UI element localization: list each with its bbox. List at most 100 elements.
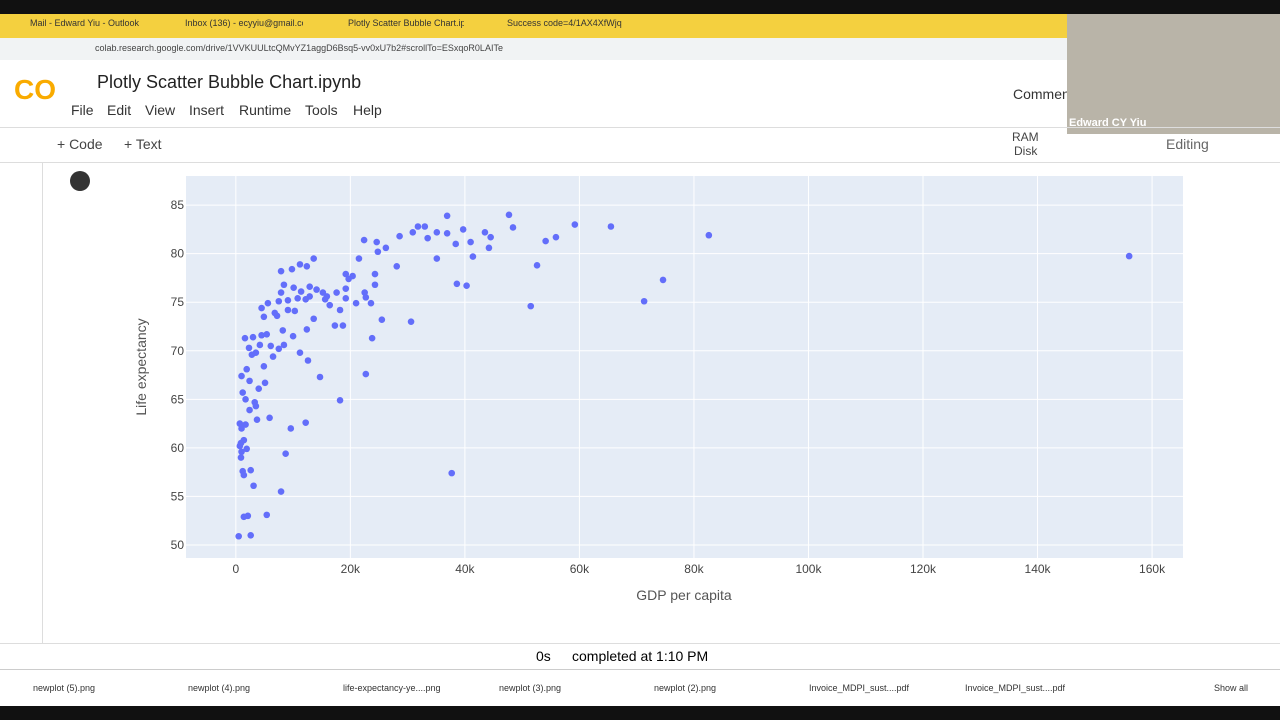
tab[interactable]: Inbox (136) - ecyyiu@gmail.com (185, 18, 303, 28)
point (527, 302, 535, 310)
point (487, 233, 494, 241)
point (552, 233, 560, 241)
point (250, 482, 257, 490)
x-tick-label: 80k (684, 562, 704, 576)
notebook-title[interactable]: Plotly Scatter Bubble Chart.ipynb (97, 72, 362, 92)
point (271, 309, 279, 317)
point (345, 275, 352, 283)
point (253, 416, 261, 424)
point (469, 253, 477, 260)
point (237, 454, 245, 461)
point (277, 289, 285, 296)
editing[interactable]: Editing (1166, 136, 1209, 152)
point (659, 276, 667, 284)
url[interactable]: colab.research.google.com/drive/1VVKUULt… (95, 43, 503, 53)
point (349, 272, 356, 280)
point (302, 419, 309, 426)
status-time: 0s (536, 648, 551, 664)
point (393, 263, 401, 270)
point (316, 373, 324, 381)
y-tick-label: 55 (171, 489, 185, 503)
point (303, 263, 311, 270)
download[interactable]: newplot (5).png (33, 683, 96, 693)
menu-item[interactable]: Runtime (239, 102, 292, 118)
point (240, 436, 248, 444)
point (339, 322, 347, 329)
point (287, 425, 295, 432)
point (459, 226, 467, 233)
point (238, 448, 245, 456)
show-all[interactable]: Show all (1214, 683, 1249, 693)
y-tick-label: 85 (171, 198, 185, 212)
point (382, 244, 390, 252)
point (374, 248, 382, 256)
point (297, 288, 305, 295)
point (378, 316, 386, 324)
point (244, 512, 252, 520)
point (236, 420, 244, 427)
menu-item[interactable]: Insert (189, 102, 225, 118)
point (433, 229, 441, 236)
point (296, 349, 304, 357)
comment-button[interactable]: Comment (1013, 86, 1074, 102)
menu-item[interactable]: Help (353, 102, 382, 118)
tab-bar (0, 0, 1280, 38)
y-tick-label: 70 (171, 344, 185, 358)
menu-item[interactable]: File (71, 102, 94, 118)
ram-label: RAM (1012, 130, 1039, 144)
point (269, 353, 277, 360)
menu-item[interactable]: View (145, 102, 176, 118)
x-tick-label: 120k (910, 562, 937, 576)
point (331, 322, 339, 329)
menu-item[interactable]: Edit (107, 102, 132, 118)
point (433, 255, 441, 262)
point (260, 363, 268, 370)
point (288, 265, 296, 273)
tab[interactable]: Mail - Edward Yiu - Outlook (30, 18, 140, 28)
point (238, 425, 245, 432)
point (448, 469, 456, 477)
add-text[interactable]: + Text (124, 136, 162, 152)
point (407, 318, 415, 325)
point (421, 223, 429, 230)
point (306, 283, 313, 290)
point (362, 294, 370, 301)
point (463, 282, 470, 290)
point (409, 229, 417, 236)
download[interactable]: life-expectancy-ye....png (343, 683, 441, 693)
point (509, 224, 517, 231)
x-tick-label: 20k (341, 562, 361, 576)
point (1125, 252, 1133, 260)
x-axis-label: GDP per capita (636, 587, 732, 603)
point (362, 370, 370, 378)
point (282, 450, 289, 458)
point (396, 232, 403, 240)
point (481, 229, 489, 236)
tab[interactable]: Success code=4/1AX4XfWjqkQ (507, 18, 622, 28)
download[interactable]: Invoice_MDPI_sust....pdf (809, 683, 910, 693)
tab[interactable]: Plotly Scatter Bubble Chart.ipynb (348, 18, 464, 28)
point (237, 439, 245, 447)
download[interactable]: Invoice_MDPI_sust....pdf (965, 683, 1066, 693)
download[interactable]: newplot (2).png (654, 683, 717, 693)
point (371, 281, 379, 289)
logo[interactable]: CO (14, 74, 56, 105)
download[interactable]: newplot (4).png (188, 683, 251, 693)
run-button[interactable] (70, 171, 90, 191)
x-tick-label: 60k (570, 562, 590, 576)
point (414, 223, 422, 230)
sidebar (0, 163, 43, 643)
menu-item[interactable]: Tools (305, 102, 338, 118)
point (291, 307, 299, 315)
point (242, 421, 249, 428)
point (243, 365, 251, 373)
add-code[interactable]: + Code (57, 136, 103, 152)
point (277, 267, 285, 275)
download[interactable]: newplot (3).png (499, 683, 562, 693)
y-tick-label: 75 (171, 295, 185, 309)
point (355, 255, 363, 262)
point (249, 333, 257, 341)
point (246, 377, 253, 385)
webcam-name: Edward CY Yiu (1069, 117, 1147, 129)
